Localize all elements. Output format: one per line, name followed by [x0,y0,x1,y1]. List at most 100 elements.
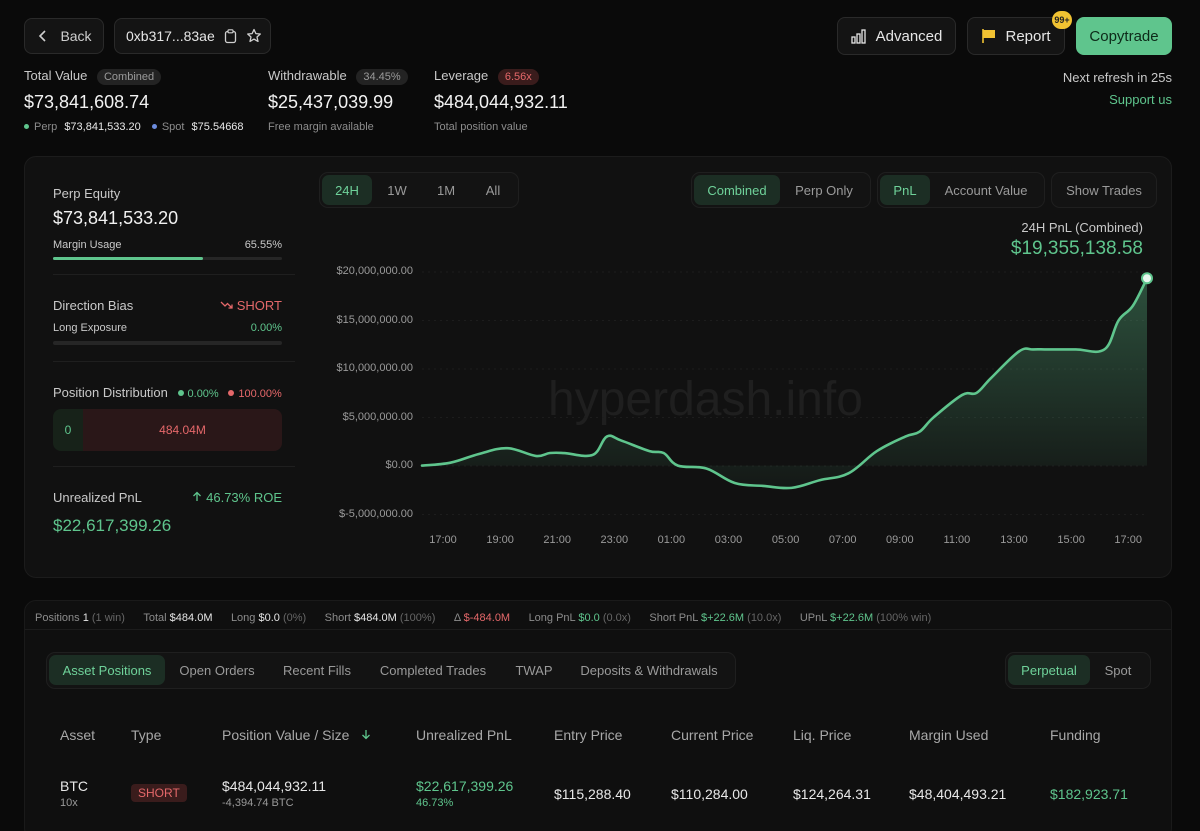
short-value: $484.0M [354,612,397,624]
col-unrealized-pnl[interactable]: Unrealized PnL [416,727,512,743]
position-distribution-bar: 0 484.04M [53,409,282,451]
delta-label: Δ [453,612,461,624]
col-entry-price[interactable]: Entry Price [554,727,623,743]
mode-combined[interactable]: Combined [694,175,780,205]
short-pnl-value: $+22.6M [700,612,745,624]
short-pnl-label: Short PnL [649,612,698,624]
withdrawable-pill: 34.45% [356,68,408,85]
support-link[interactable]: Support us [1109,92,1172,107]
metric-selector: PnL Account Value [877,172,1045,208]
row-type-badge: SHORT [131,784,187,802]
long-exposure-bar [53,341,282,345]
tab-twap[interactable]: TWAP [515,662,553,678]
pnl-title: 24H PnL (Combined) [1021,220,1143,235]
star-icon[interactable] [246,28,262,44]
y-tick-label: $15,000,000.00 [336,313,413,326]
show-trades-toggle[interactable]: Show Trades [1051,172,1157,208]
flag-icon [982,29,996,43]
back-label: Back [60,28,92,44]
long-exposure-value: 0.00% [250,322,282,334]
leverage-value: $484,044,932.11 [434,91,568,112]
x-tick-label: 17:00 [429,534,457,546]
tab-deposits-withdrawals[interactable]: Deposits & Withdrawals [580,662,718,678]
y-tick-label: $0.00 [385,459,413,471]
show-trades-label: Show Trades [1066,182,1142,198]
mode-selector: Combined Perp Only [691,172,871,208]
y-tick-label: $20,000,000.00 [336,265,413,277]
positions-win: (1 win) [91,612,125,624]
unrealized-pnl-label: Unrealized PnL [53,490,142,505]
row-margin-used: $48,404,493.21 [909,786,1007,802]
dist-short-pct: 100.00% [238,388,282,400]
tab-open-orders[interactable]: Open Orders [179,662,255,678]
arrow-up-icon [193,491,202,501]
metric-pnl[interactable]: PnL [880,175,930,205]
overview-panel [24,156,1172,578]
col-funding[interactable]: Funding [1050,727,1101,743]
metric-account-value[interactable]: Account Value [944,182,1028,198]
position-distribution-header: Position Distribution 0.00% 100.00% [53,385,282,400]
withdrawable-value: $25,437,039.99 [268,91,394,112]
row-unrealized-pct: 46.73% [416,797,454,809]
combined-pill: Combined [96,68,162,85]
positions-count: 1 [82,612,89,624]
perp-dot [24,124,29,130]
tab-recent-fills[interactable]: Recent Fills [283,662,351,678]
col-margin-used[interactable]: Margin Used [909,727,989,743]
tab-asset-positions[interactable]: Asset Positions [49,655,165,685]
x-tick-label: 07:00 [828,534,857,546]
col-position-value-label: Position Value / Size [222,727,350,743]
col-liq-price[interactable]: Liq. Price [793,727,852,743]
roe-text: 46.73% ROE [206,490,282,505]
summary-divider [25,629,1171,630]
col-position-value[interactable]: Position Value / Size [222,727,371,743]
long-pnl-label: Long PnL [528,612,576,624]
market-tabs: Perpetual Spot [1005,652,1151,689]
leverage-label: Leverage [434,68,489,83]
spot-value: $75.54668 [191,120,244,133]
col-type[interactable]: Type [131,727,162,743]
range-24h[interactable]: 24H [322,175,372,205]
short-label: Short [324,612,351,624]
withdrawable-label: Withdrawable [268,68,347,83]
positions-section [24,600,1172,831]
upnl-win: (100% win) [876,612,932,624]
range-all[interactable]: All [485,182,501,198]
long-pnl-x: (0.0x) [602,612,631,624]
direction-bias-label: Direction Bias [53,298,134,313]
short-pct: (100%) [399,612,436,624]
mode-perp-only[interactable]: Perp Only [795,182,853,198]
range-1w[interactable]: 1W [387,182,407,198]
position-distribution-label: Position Distribution [53,385,168,400]
total-value-label: Total Value [24,68,88,83]
copy-icon[interactable] [224,28,237,44]
report-button[interactable]: Report [967,17,1065,55]
delta-value: $-484.0M [463,612,511,624]
short-dot [228,390,235,396]
row-leverage: 10x [60,797,78,809]
row-asset: BTC [60,778,88,794]
divider [53,274,295,275]
tab-completed-trades[interactable]: Completed Trades [379,662,487,678]
unrealized-pnl-value: $22,617,399.26 [53,516,172,535]
y-tick-label: $5,000,000.00 [342,410,413,423]
long-pct: (0%) [282,612,307,624]
x-tick-label: 17:00 [1114,534,1142,546]
roe-value: 46.73% ROE [162,490,282,505]
back-button[interactable]: Back [24,18,104,54]
x-tick-label: 21:00 [543,534,571,546]
col-current-price[interactable]: Current Price [671,727,754,743]
advanced-button[interactable]: Advanced [837,17,956,55]
x-tick-label: 01:00 [657,534,686,546]
y-tick-label: $-5,000,000.00 [338,507,413,520]
range-1m[interactable]: 1M [436,182,456,198]
col-asset[interactable]: Asset [60,727,96,743]
margin-usage-fill [53,257,204,260]
copytrade-label: Copytrade [1089,27,1159,45]
copytrade-button[interactable]: Copytrade [1076,17,1172,55]
row-funding: $182,923.71 [1050,786,1128,802]
tab-perpetual[interactable]: Perpetual [1008,655,1090,685]
tab-spot[interactable]: Spot [1104,662,1132,678]
x-tick-label: 05:00 [771,534,800,546]
chevron-left-icon [39,30,47,42]
